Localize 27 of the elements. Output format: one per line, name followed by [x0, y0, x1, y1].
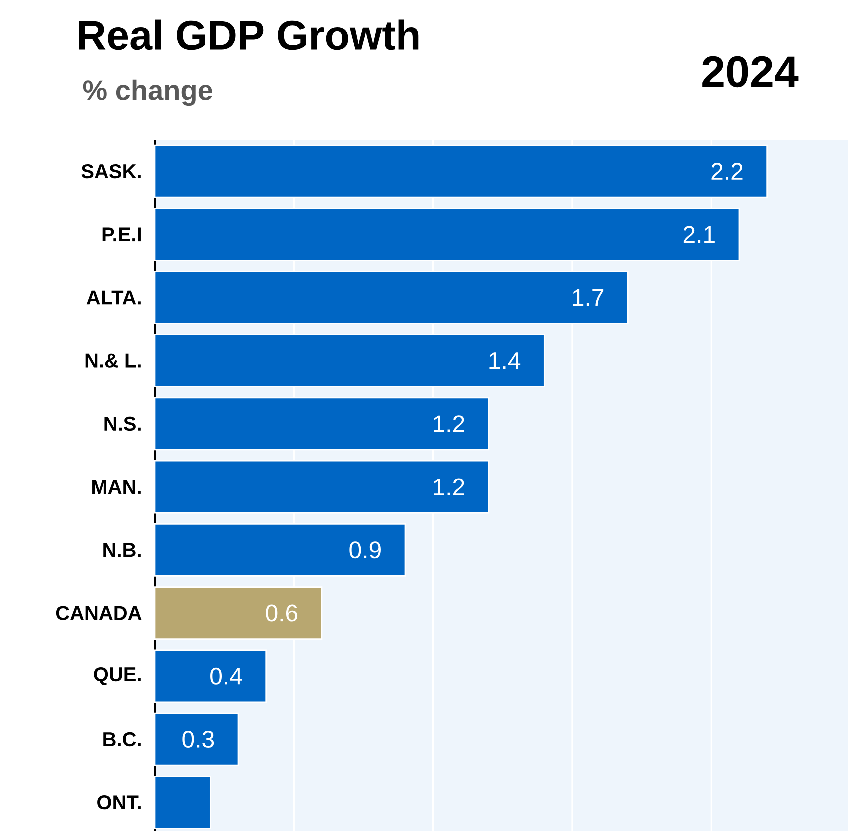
bar [154, 776, 212, 830]
data-label: 1.7 [573, 290, 604, 306]
y-tick-label: QUE. [94, 667, 141, 686]
y-tick-label: N.& L. [86, 354, 141, 368]
bar [154, 650, 267, 704]
y-tick-label: N.S. [104, 416, 141, 432]
chart-title: Real GDP Growth [79, 20, 419, 50]
data-label: 0.4 [210, 668, 242, 685]
text: 2024 [702, 56, 799, 88]
data-label: 2.2 [712, 163, 743, 180]
data-label: 1.2 [434, 478, 464, 496]
y-tick-label: CANADA [56, 606, 142, 620]
data-label: 1.4 [490, 352, 521, 370]
data-label: 0.9 [350, 542, 381, 559]
y-tick-label: B.C. [104, 732, 141, 747]
bar [154, 712, 240, 766]
data-label: 1.2 [434, 416, 464, 432]
y-tick-label: ALTA. [86, 290, 141, 305]
chart-subtitle: % change [83, 80, 212, 106]
y-tick-label: MAN. [92, 480, 141, 494]
data-label: 2.1 [684, 226, 715, 244]
y-tick-label: P.E.I [102, 228, 141, 242]
data-label: 0.6 [266, 604, 298, 622]
data-label: 0.3 [182, 730, 214, 748]
y-tick-label: ONT. [98, 796, 141, 810]
y-tick-label: N.B. [104, 543, 141, 558]
y-tick-label: SASK. [82, 164, 141, 179]
